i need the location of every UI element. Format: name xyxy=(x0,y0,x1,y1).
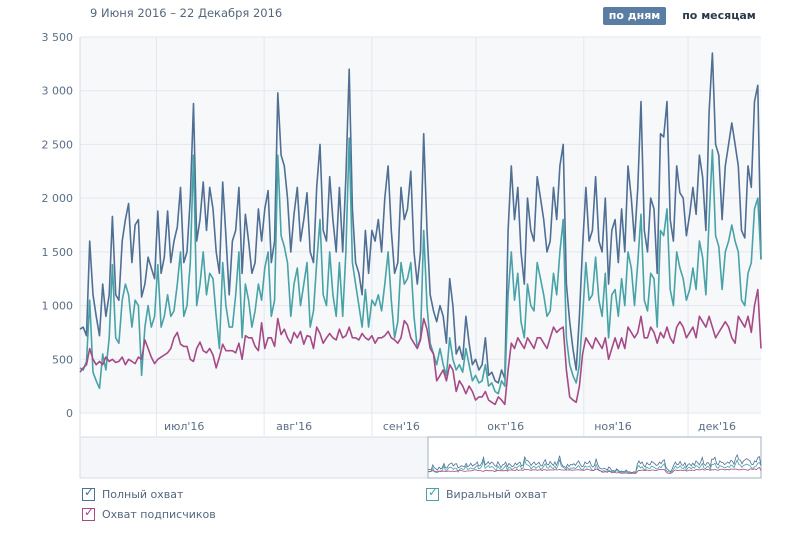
x-tick-label: сен'16 xyxy=(383,420,420,433)
series-line-2 xyxy=(79,288,762,406)
y-tick-label: 1 000 xyxy=(42,300,74,313)
chart: 0 500 1 000 1 500 2 000 2 500 3 000 3 500 июл'16… xyxy=(42,31,762,479)
navigator-series-0 xyxy=(427,453,762,473)
x-tick-label: июл'16 xyxy=(164,420,204,433)
y-tick-label: 0 xyxy=(66,407,73,420)
y-tick-label: 2 000 xyxy=(42,192,74,205)
y-tick-label: 2 500 xyxy=(42,138,74,151)
y-tick-label: 500 xyxy=(52,353,73,366)
check-icon: ✓ xyxy=(84,505,95,519)
legend-subscriber-reach[interactable]: ✓ Охват подписчиков xyxy=(82,505,216,521)
legend-label-subs: Охват подписчиков xyxy=(102,508,216,521)
checkbox-full-reach[interactable]: ✓ xyxy=(82,485,95,501)
x-tick-label: окт'16 xyxy=(487,420,524,433)
legend-label-full: Полный охват xyxy=(102,488,184,501)
check-icon: ✓ xyxy=(428,485,439,499)
x-tick-label: ноя'16 xyxy=(594,420,632,433)
legend-label-viral: Виральный охват xyxy=(446,488,548,501)
y-tick-label: 3 000 xyxy=(42,85,74,98)
x-tick-label: авг'16 xyxy=(276,420,312,433)
x-tick-label: дек'16 xyxy=(698,420,736,433)
series-line-0 xyxy=(79,52,762,384)
navigator-window xyxy=(427,436,762,479)
check-icon: ✓ xyxy=(84,485,95,499)
legend-full-reach[interactable]: ✓ Полный охват xyxy=(82,485,184,501)
y-tick-label: 3 500 xyxy=(42,31,74,44)
date-range: 9 Июня 2016 – 22 Декабря 2016 xyxy=(90,6,283,20)
navigator-series-2 xyxy=(427,466,762,474)
checkbox-subscriber-reach[interactable]: ✓ xyxy=(82,505,95,521)
legend-viral-reach[interactable]: ✓ Виральный охват xyxy=(426,485,548,501)
y-tick-label: 1 500 xyxy=(42,246,74,259)
by-days-button[interactable]: по дням xyxy=(603,7,666,25)
by-months-button[interactable]: по месяцам xyxy=(682,9,756,22)
checkbox-viral-reach[interactable]: ✓ xyxy=(426,485,439,501)
